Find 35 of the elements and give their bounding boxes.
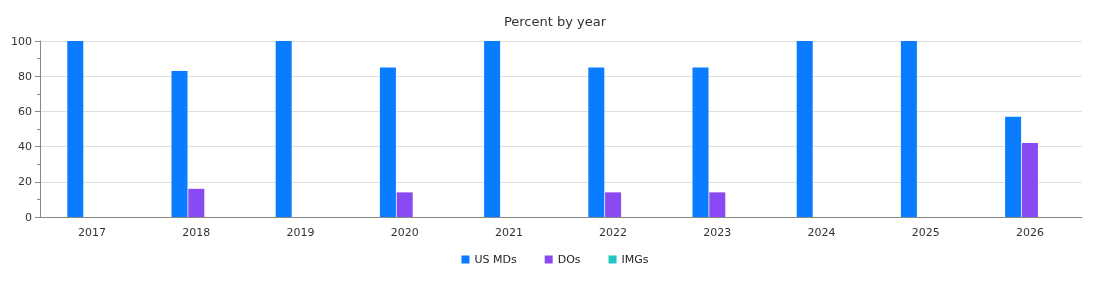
bar bbox=[692, 67, 709, 217]
bar bbox=[275, 41, 292, 217]
y-tick-label: 0 bbox=[25, 210, 32, 224]
y-tick-label: 20 bbox=[18, 175, 32, 189]
bar bbox=[1021, 143, 1038, 217]
legend-label: IMGs bbox=[621, 253, 649, 266]
bar bbox=[588, 67, 605, 217]
x-tick-label: 2021 bbox=[494, 226, 523, 239]
y-tick-label: 80 bbox=[18, 69, 32, 83]
bar bbox=[1005, 116, 1022, 217]
x-tick-label: 2026 bbox=[1015, 226, 1044, 239]
y-tick-label: 100 bbox=[11, 34, 32, 48]
bar bbox=[796, 41, 813, 217]
chart-title: Percent by year bbox=[503, 14, 607, 29]
bar bbox=[67, 41, 84, 217]
bar bbox=[379, 67, 396, 217]
x-tick-label: 2017 bbox=[78, 226, 107, 239]
x-tick-label: 2025 bbox=[911, 226, 940, 239]
y-tick-label: 60 bbox=[18, 104, 32, 118]
bar bbox=[171, 70, 188, 217]
x-tick-label: 2019 bbox=[286, 226, 315, 239]
x-tick-label: 2018 bbox=[182, 226, 211, 239]
x-tick-label: 2020 bbox=[390, 226, 419, 239]
y-tick-label: 40 bbox=[18, 140, 32, 154]
bar bbox=[900, 41, 917, 217]
bar bbox=[188, 188, 205, 217]
bar bbox=[484, 41, 501, 217]
x-tick-label: 2024 bbox=[807, 226, 836, 239]
bar bbox=[709, 192, 726, 217]
x-tick-label: 2022 bbox=[599, 226, 628, 239]
bar bbox=[396, 192, 413, 217]
x-tick-label: 2023 bbox=[703, 226, 732, 239]
bar bbox=[605, 192, 622, 217]
legend-label: DOs bbox=[557, 253, 581, 266]
legend-label: US MDs bbox=[474, 253, 517, 266]
